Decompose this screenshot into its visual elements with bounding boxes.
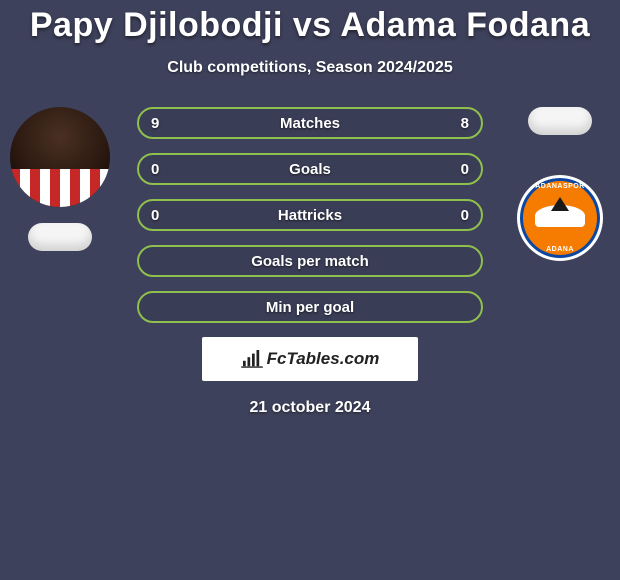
stat-right-value: 8 [461,109,469,137]
stat-label: Goals [289,161,331,178]
stat-row-hattricks: 0 Hattricks 0 [137,199,483,231]
stat-row-min-per-goal: Min per goal [137,291,483,323]
player-right-flag [528,107,592,135]
stat-left-value: 0 [151,155,159,183]
stat-right-value: 0 [461,201,469,229]
stat-right-value: 0 [461,155,469,183]
bar-chart-icon [241,350,263,368]
player-right-column: ADANASPOR ADANA [500,107,620,261]
brand-box[interactable]: FcTables.com [202,337,418,381]
comparison-panel: ADANASPOR ADANA 9 Matches 8 0 Goals 0 0 … [0,107,620,417]
brand-text: FcTables.com [267,349,380,369]
stat-label: Min per goal [266,299,354,316]
page-title: Papy Djilobodji vs Adama Fodana [0,0,620,45]
stat-label: Goals per match [251,253,369,270]
player-left-flag [28,223,92,251]
stat-row-matches: 9 Matches 8 [137,107,483,139]
subtitle: Club competitions, Season 2024/2025 [0,59,620,77]
stat-row-goals-per-match: Goals per match [137,245,483,277]
player-left-column [0,107,120,251]
stat-row-goals: 0 Goals 0 [137,153,483,185]
stat-left-value: 0 [151,201,159,229]
player-left-avatar [10,107,110,207]
stat-label: Matches [280,115,340,132]
stat-left-value: 9 [151,109,159,137]
club-badge-bottom-text: ADANA [517,246,603,253]
date-label: 21 october 2024 [0,399,620,417]
stats-list: 9 Matches 8 0 Goals 0 0 Hattricks 0 Goal… [137,107,483,323]
stat-label: Hattricks [278,207,342,224]
player-right-club-badge: ADANASPOR ADANA [517,175,603,261]
club-badge-top-text: ADANASPOR [517,183,603,190]
